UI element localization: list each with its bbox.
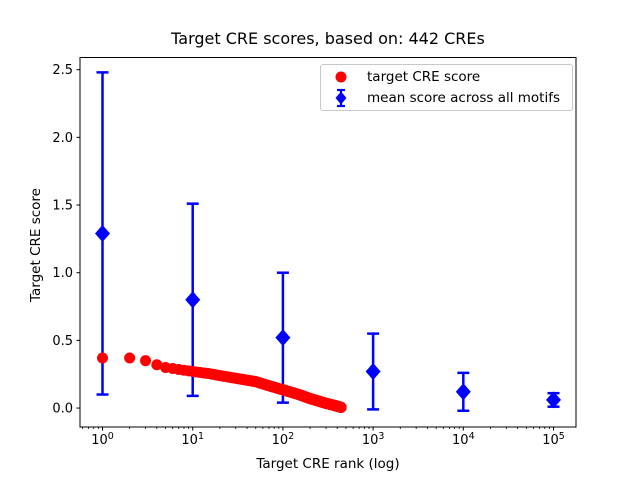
y-tick-label: 0.5: [52, 334, 73, 349]
y-tick-label: 2.5: [52, 63, 73, 78]
legend: target CRE score mean score across all m…: [320, 64, 573, 111]
blue-diamond-marker: [275, 329, 291, 347]
chart-title: Target CRE scores, based on: 442 CREs: [171, 29, 485, 48]
legend-label: mean score across all motifs: [367, 89, 561, 106]
target-cre-score-series: [97, 352, 347, 413]
x-axis: 100 101 102 103 104 105: [82, 427, 565, 448]
legend-item-mean-score: mean score across all motifs: [321, 88, 572, 108]
blue-diamond-marker: [95, 224, 111, 242]
x-tick-label: 105: [542, 431, 565, 448]
x-tick-label: 101: [181, 431, 204, 448]
blue-diamond-marker: [365, 363, 381, 381]
blue-diamond-marker: [546, 391, 562, 409]
blue-diamond-marker: [185, 291, 201, 309]
x-tick-label: 103: [362, 431, 385, 448]
y-tick-label: 0.0: [52, 402, 73, 417]
x-tick-label: 102: [272, 431, 295, 448]
legend-item-target-cre-score: target CRE score: [321, 67, 572, 87]
x-tick-label: 104: [452, 431, 475, 448]
blue-diamond-errorbar-icon: [321, 88, 361, 108]
y-tick-label: 2.0: [52, 131, 73, 146]
red-circle-icon: [321, 69, 361, 85]
y-tick-label: 1.0: [52, 266, 73, 281]
x-tick-label: 100: [91, 431, 114, 448]
legend-label: target CRE score: [367, 69, 481, 86]
y-axis: 0.0 0.5 1.0 1.5 2.0 2.5: [52, 63, 80, 417]
y-tick-label: 1.5: [52, 199, 73, 214]
y-axis-label: Target CRE score: [28, 188, 44, 302]
mean-score-series: [95, 71, 562, 413]
x-axis-label: Target CRE rank (log): [256, 456, 400, 472]
blue-diamond-marker: [455, 383, 471, 401]
axes-frame: [79, 57, 577, 428]
